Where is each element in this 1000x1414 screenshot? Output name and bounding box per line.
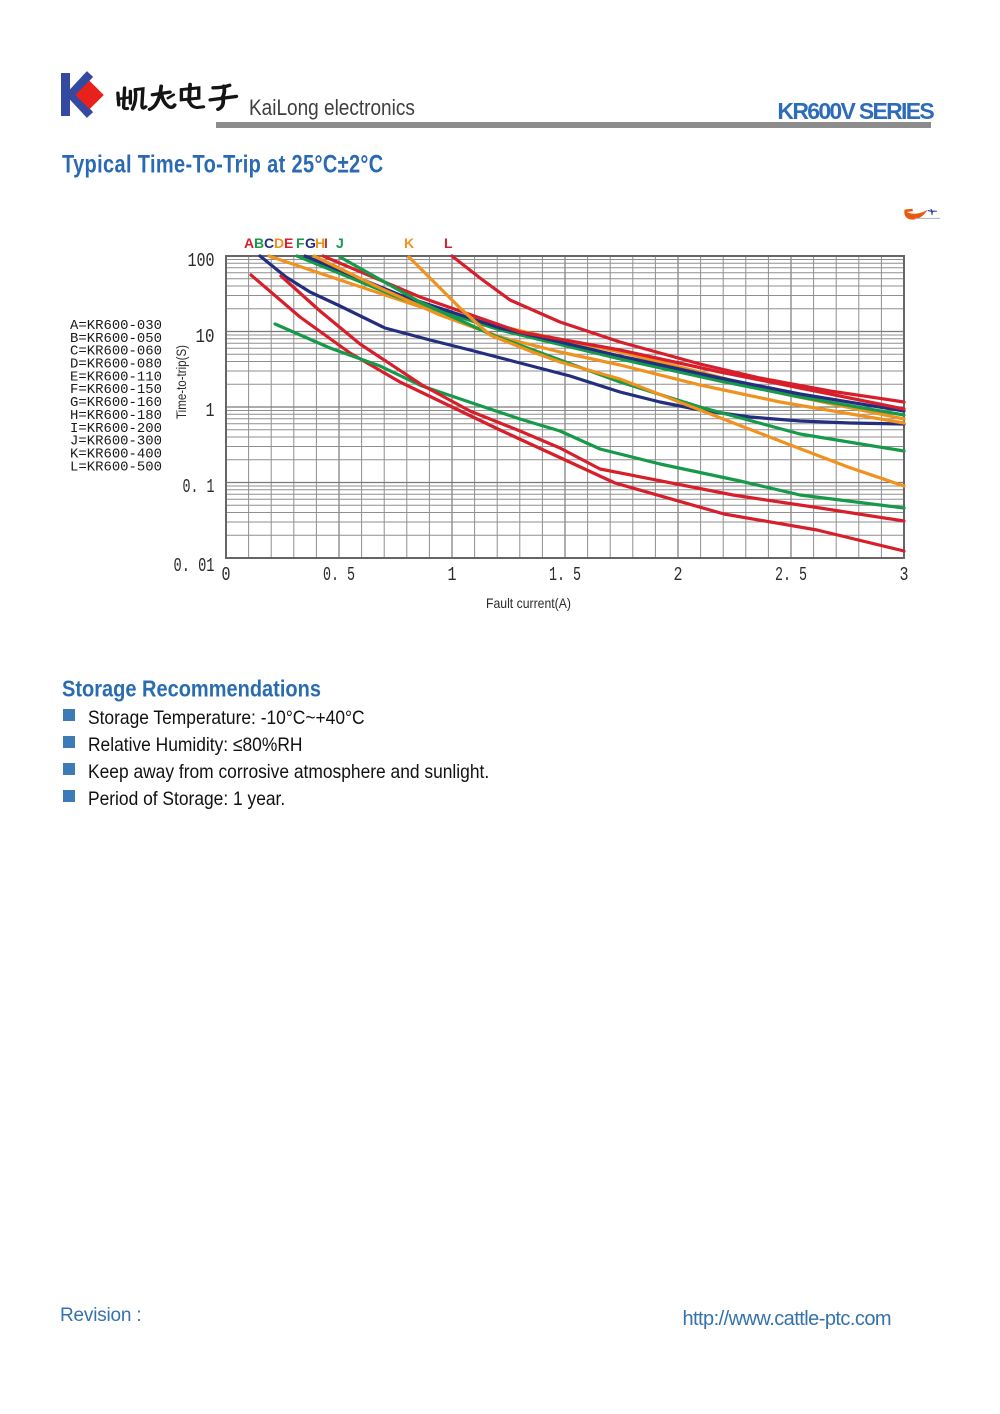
svg-text:I: I: [324, 235, 328, 251]
svg-text:2. 5: 2. 5: [775, 564, 807, 586]
svg-text:H=KR600-180: H=KR600-180: [70, 409, 162, 424]
svg-text:0. 5: 0. 5: [323, 564, 355, 586]
svg-text:E=KR600-110: E=KR600-110: [70, 370, 162, 385]
svg-text:F=KR600-150: F=KR600-150: [70, 383, 162, 398]
svg-text:I=KR600-200: I=KR600-200: [70, 422, 162, 437]
svg-text:B: B: [254, 235, 264, 251]
svg-text:2: 2: [674, 564, 683, 586]
svg-text:G: G: [305, 235, 316, 251]
svg-text:A=KR600-030: A=KR600-030: [70, 319, 162, 334]
svg-text:H: H: [315, 235, 325, 251]
svg-text:1: 1: [448, 564, 457, 586]
svg-text:Time-to-trip(S): Time-to-trip(S): [173, 345, 189, 419]
svg-text:G=KR600-160: G=KR600-160: [70, 396, 162, 411]
svg-text:E: E: [284, 235, 293, 251]
svg-text:D: D: [274, 235, 284, 251]
svg-text:K=KR600-400: K=KR600-400: [70, 448, 162, 463]
svg-text:A: A: [244, 235, 254, 251]
svg-text:K: K: [404, 235, 414, 251]
svg-text:B=KR600-050: B=KR600-050: [70, 332, 162, 347]
svg-text:0. 01: 0. 01: [174, 555, 215, 577]
svg-text:0. 1: 0. 1: [183, 476, 215, 498]
svg-text:10: 10: [196, 326, 215, 348]
svg-text:F: F: [296, 235, 305, 251]
svg-text:J=KR600-300: J=KR600-300: [70, 435, 162, 450]
svg-text:L: L: [444, 235, 453, 251]
svg-text:100: 100: [188, 250, 215, 272]
svg-text:D=KR600-080: D=KR600-080: [70, 358, 162, 373]
svg-text:0: 0: [222, 564, 231, 586]
svg-text:1. 5: 1. 5: [549, 564, 581, 586]
svg-text:C=KR600-060: C=KR600-060: [70, 345, 162, 360]
svg-text:1: 1: [206, 400, 215, 422]
svg-text:3: 3: [900, 564, 909, 586]
svg-text:J: J: [336, 235, 344, 251]
svg-text:L=KR600-500: L=KR600-500: [70, 460, 162, 475]
svg-text:C: C: [264, 235, 274, 251]
svg-text:Fault current(A): Fault current(A): [486, 595, 571, 611]
